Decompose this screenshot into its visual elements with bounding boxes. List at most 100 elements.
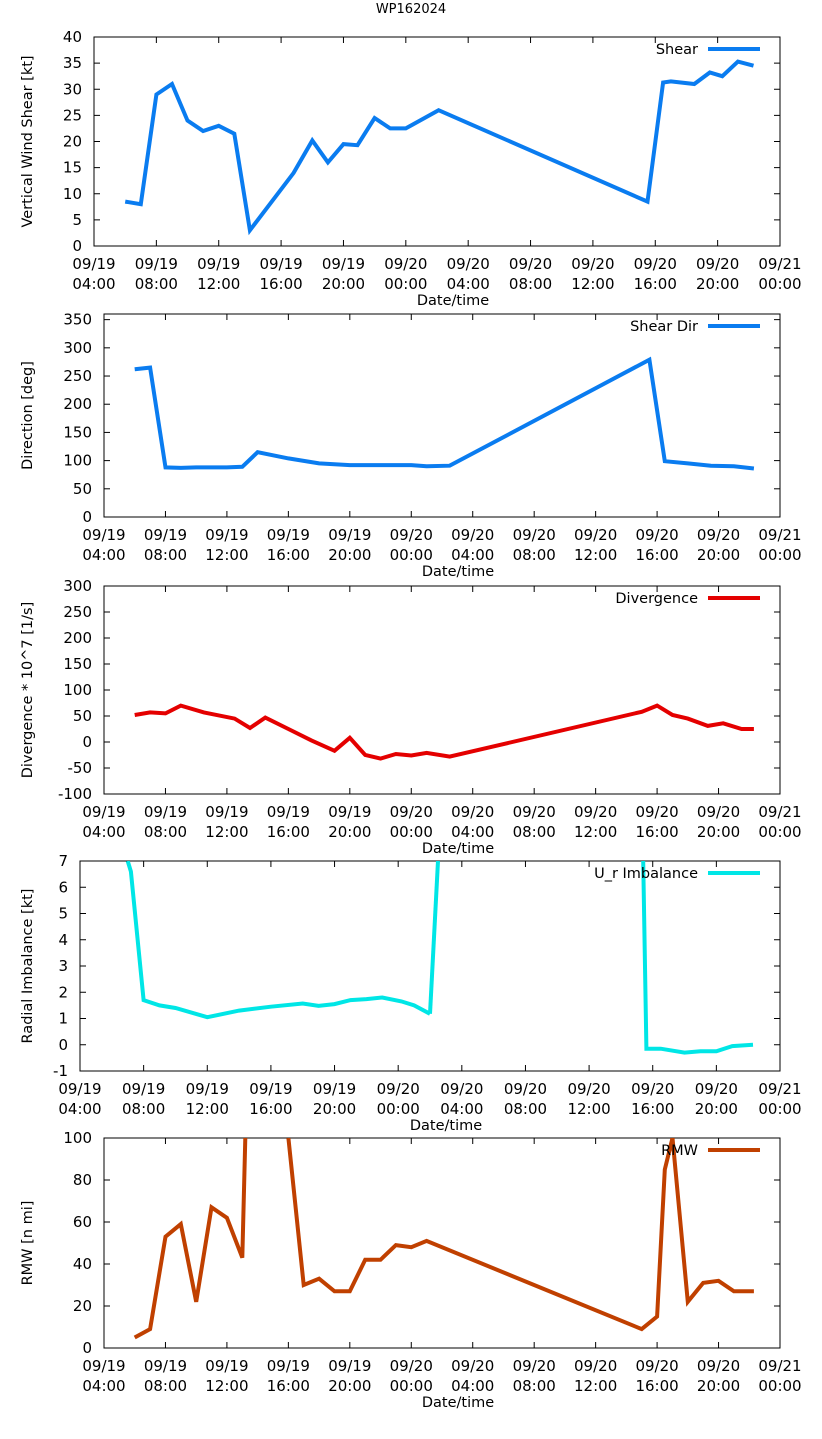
x-tick-date: 09/20 — [697, 803, 740, 821]
y-tick-label: -1 — [53, 1062, 68, 1080]
x-tick-time: 16:00 — [267, 1377, 310, 1395]
x-tick-date: 09/19 — [197, 255, 240, 273]
y-axis-label: RMW [n mi] — [20, 1201, 36, 1286]
x-tick-time: 16:00 — [635, 546, 678, 564]
x-tick-time: 20:00 — [697, 546, 740, 564]
x-tick-time: 12:00 — [186, 1100, 229, 1118]
x-tick-date: 09/19 — [328, 526, 371, 544]
x-tick-time: 20:00 — [696, 275, 739, 293]
x-tick-date: 09/19 — [72, 255, 115, 273]
x-tick-time: 12:00 — [205, 823, 248, 841]
x-tick-date: 09/19 — [205, 526, 248, 544]
series-group — [125, 861, 754, 1055]
x-tick-date: 09/19 — [144, 1357, 187, 1375]
x-tick-date: 09/19 — [259, 255, 302, 273]
y-tick-label: 0 — [82, 733, 92, 751]
series-line-1 — [133, 1138, 248, 1340]
x-tick-time: 08:00 — [509, 275, 552, 293]
x-tick-date: 09/20 — [513, 526, 556, 544]
x-tick-time: 04:00 — [447, 275, 490, 293]
y-tick-label: 300 — [63, 339, 92, 357]
y-axis-label: Radial Imbalance [kt] — [20, 889, 36, 1044]
y-tick-label: 40 — [73, 1255, 92, 1273]
x-tick-time: 04:00 — [58, 1100, 101, 1118]
x-tick-date: 09/19 — [313, 1080, 356, 1098]
rmw-chart: 0 20 40 60 80 100 09/19 04:00 09/19 08:00 09/19 12:… — [20, 1129, 802, 1411]
x-tick-time: 00:00 — [390, 546, 433, 564]
x-tick-time: 20:00 — [695, 1100, 738, 1118]
x-tick-time: 00:00 — [390, 1377, 433, 1395]
y-tick-label: 1 — [58, 1010, 68, 1028]
x-tick-time: 12:00 — [205, 546, 248, 564]
x-tick-date: 09/20 — [631, 1080, 674, 1098]
x-tick-date: 09/20 — [635, 1357, 678, 1375]
x-tick-date: 09/20 — [696, 255, 739, 273]
x-tick-date: 09/20 — [513, 1357, 556, 1375]
y-tick-label: 20 — [73, 1297, 92, 1315]
series-line-1 — [134, 703, 754, 761]
x-tick-time: 20:00 — [313, 1100, 356, 1118]
x-tick-time: 20:00 — [328, 546, 371, 564]
x-tick-date: 09/20 — [697, 1357, 740, 1375]
x-tick-date: 09/20 — [574, 526, 617, 544]
shear-direction-chart: 0 50 100 150 200 250 300 350 09/19 04:00 09/19 08:0… — [20, 311, 802, 580]
x-tick-time: 04:00 — [451, 1377, 494, 1395]
x-tick-date: 09/19 — [328, 1357, 371, 1375]
y-tick-label: 0 — [72, 237, 82, 255]
x-tick-date: 09/19 — [82, 1357, 125, 1375]
y-tick-label: -50 — [68, 759, 93, 777]
plot-frame — [103, 1137, 781, 1349]
x-tick-time: 08:00 — [144, 823, 187, 841]
y-axis-label: Direction [deg] — [20, 361, 36, 470]
x-tick-time: 12:00 — [197, 275, 240, 293]
x-tick-date: 09/19 — [58, 1080, 101, 1098]
y-tick-label: 0 — [82, 1339, 92, 1357]
series-line-2 — [286, 1138, 754, 1332]
y-tick-label: 5 — [72, 211, 82, 229]
series-group — [134, 703, 754, 761]
x-tick-date: 09/19 — [144, 803, 187, 821]
legend-label: Divergence — [615, 591, 698, 607]
x-tick-time: 12:00 — [205, 1377, 248, 1395]
x-axis-label: Date/time — [422, 564, 494, 580]
x-tick-time: 12:00 — [574, 1377, 617, 1395]
series-group — [134, 356, 755, 471]
x-tick-date: 09/20 — [571, 255, 614, 273]
y-tick-label: 100 — [63, 452, 92, 470]
plot-frame — [103, 585, 781, 795]
x-tick-time: 00:00 — [390, 823, 433, 841]
y-tick-label: 2 — [58, 983, 68, 1001]
y-tick-label: 20 — [63, 133, 82, 151]
x-tick-time: 08:00 — [144, 1377, 187, 1395]
y-axis-label: Vertical Wind Shear [kt] — [20, 55, 36, 227]
x-tick-time: 12:00 — [567, 1100, 610, 1118]
y-tick-label: 15 — [63, 159, 82, 177]
legend-label: U_r Imbalance — [594, 866, 698, 882]
y-axis-label: Divergence * 10^7 [1/s] — [20, 602, 36, 779]
x-tick-date: 09/20 — [635, 526, 678, 544]
x-tick-time: 12:00 — [574, 546, 617, 564]
x-tick-time: 00:00 — [758, 546, 801, 564]
x-tick-time: 20:00 — [697, 823, 740, 841]
page-title: WP162024 — [375, 2, 447, 17]
y-tick-label: 50 — [73, 707, 92, 725]
x-tick-date: 09/20 — [513, 803, 556, 821]
radial-imbalance-chart: -1 0 1 2 3 4 5 6 7 09/19 04:00 09/19 08:00 09/19 12:00… — [20, 852, 802, 1134]
x-tick-time: 00:00 — [758, 1100, 801, 1118]
y-tick-label: 0 — [58, 1036, 68, 1054]
x-tick-date: 09/20 — [634, 255, 677, 273]
x-tick-time: 16:00 — [267, 546, 310, 564]
x-tick-date: 09/20 — [451, 526, 494, 544]
y-tick-label: 150 — [63, 423, 92, 441]
x-tick-time: 08:00 — [513, 823, 556, 841]
x-tick-time: 16:00 — [267, 823, 310, 841]
x-tick-date: 09/20 — [390, 526, 433, 544]
x-tick-time: 16:00 — [249, 1100, 292, 1118]
x-tick-date: 09/19 — [186, 1080, 229, 1098]
y-tick-label: 5 — [58, 905, 68, 923]
series-line-1 — [134, 356, 755, 471]
y-tick-label: 100 — [63, 681, 92, 699]
y-tick-label: 3 — [58, 957, 68, 975]
x-tick-date: 09/19 — [328, 803, 371, 821]
y-tick-label: 350 — [63, 311, 92, 329]
